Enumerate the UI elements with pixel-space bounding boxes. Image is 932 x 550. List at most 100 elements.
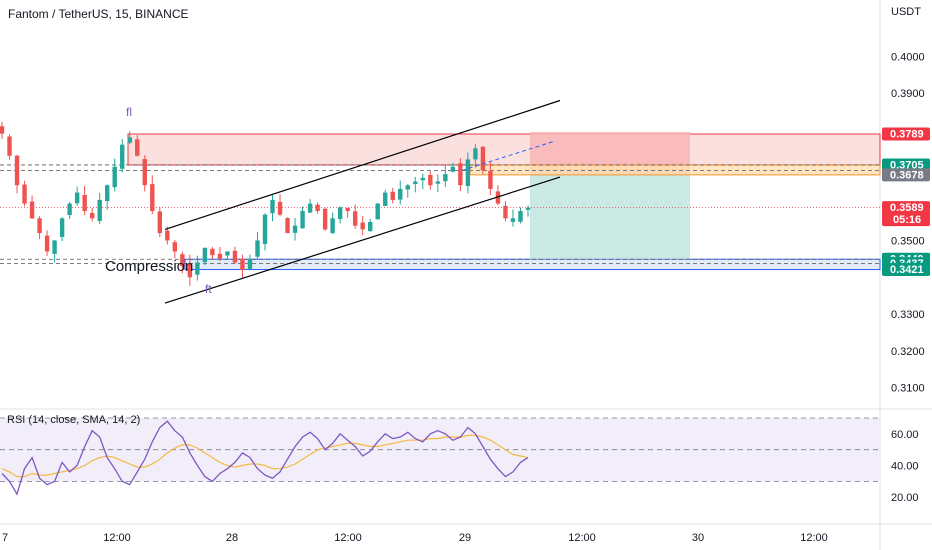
candle-body xyxy=(74,192,80,204)
price-axis-tick: 0.3100 xyxy=(891,383,925,395)
candle-body xyxy=(180,254,185,267)
price-axis-tick: 0.4000 xyxy=(891,51,925,63)
candle-body xyxy=(262,214,268,244)
candle-body xyxy=(465,159,471,186)
candle-body xyxy=(22,184,27,204)
annotation-compression: Compression xyxy=(105,258,193,275)
candle-body xyxy=(202,247,208,263)
candle-body xyxy=(360,222,365,230)
candle-body xyxy=(398,188,403,200)
price-axis-unit: USDT xyxy=(891,6,921,18)
time-axis-tick: 12:00 xyxy=(800,532,828,544)
rsi-ma-line xyxy=(1,434,529,478)
candle-body xyxy=(292,225,298,233)
candle-body xyxy=(7,136,12,156)
candle-body xyxy=(59,218,65,237)
candle-body xyxy=(14,155,20,186)
time-axis-tick: 12:00 xyxy=(103,532,131,544)
candle-body xyxy=(435,181,441,184)
candle-body xyxy=(488,170,493,189)
supply-zone xyxy=(127,133,881,166)
candle-body xyxy=(105,185,110,202)
projection-line xyxy=(461,140,556,171)
candle-body xyxy=(44,235,50,252)
candle-body xyxy=(285,218,290,234)
price-axis-tick: 0.3200 xyxy=(891,346,925,358)
candle-body xyxy=(458,163,463,186)
candle-body xyxy=(480,146,486,171)
candle-body xyxy=(187,263,193,278)
candle-body xyxy=(420,177,425,181)
candle-body xyxy=(390,191,395,200)
channel-lower-line xyxy=(164,176,561,304)
position-target-zone xyxy=(530,174,690,260)
price-axis-tick: 0.3500 xyxy=(891,235,925,247)
candle-body xyxy=(127,137,132,143)
candle-body xyxy=(352,211,358,226)
symbol-title: Fantom / TetherUS, 15, BINANCE xyxy=(8,7,189,21)
candle-body xyxy=(277,201,283,215)
candle-body xyxy=(240,258,245,270)
candle-body xyxy=(247,258,253,270)
annotation-ft: ft xyxy=(205,282,212,296)
price-tag xyxy=(882,168,930,182)
price-tag-label: 0.3589 xyxy=(890,202,924,214)
candle-body xyxy=(375,203,380,220)
candle-body xyxy=(255,240,260,257)
price-tag-label: 0.3789 xyxy=(890,129,924,141)
price-tag-countdown: 05:16 xyxy=(893,214,921,226)
candle-body xyxy=(165,230,170,241)
annotation-fl: fl xyxy=(126,105,132,119)
candle-body xyxy=(495,191,501,204)
candle-body xyxy=(225,251,230,256)
rsi-indicator-label[interactable]: RSI (14, close, SMA, 14, 2) xyxy=(7,414,141,426)
price-tag xyxy=(882,201,930,227)
rsi-axis-tick: 20.00 xyxy=(891,492,919,504)
candle-body xyxy=(142,159,147,186)
candle-body xyxy=(322,208,328,230)
candle-body xyxy=(330,218,335,234)
time-axis-tick: 29 xyxy=(459,532,471,544)
candle-body xyxy=(413,181,418,185)
rsi-axis-tick: 60.00 xyxy=(891,429,919,441)
time-axis-tick: 12:00 xyxy=(334,532,362,544)
price-tag-label: 0.3421 xyxy=(890,264,924,276)
candle-body xyxy=(210,248,215,256)
candle-body xyxy=(97,199,102,221)
candle-body xyxy=(510,218,516,222)
candle-body xyxy=(473,148,478,160)
candle-body xyxy=(518,210,523,222)
price-axis-tick: 0.3900 xyxy=(891,88,925,100)
price-tag xyxy=(882,127,930,141)
entry-band xyxy=(469,164,881,176)
candle-body xyxy=(503,205,508,219)
candle-body xyxy=(217,253,223,259)
candle-body xyxy=(368,222,373,232)
price-tag-label: 0.3678 xyxy=(890,169,924,181)
rsi-line xyxy=(1,420,529,496)
candle-body xyxy=(428,174,433,186)
candle-body xyxy=(29,201,35,219)
candle-body xyxy=(89,212,95,219)
time-axis-tick: 12:00 xyxy=(568,532,596,544)
candle-body xyxy=(232,250,238,263)
demand-zone xyxy=(184,258,881,271)
candle-body xyxy=(525,207,531,210)
candle-body xyxy=(112,166,117,188)
price-axis-tick: 0.3300 xyxy=(891,309,925,321)
candle-body xyxy=(345,207,350,211)
price-tag xyxy=(882,263,930,277)
candle-body xyxy=(315,204,320,211)
candle-body xyxy=(383,192,388,206)
time-axis-tick: 28 xyxy=(226,532,238,544)
candle-body xyxy=(300,210,305,229)
candle-body xyxy=(307,203,313,213)
candle-body xyxy=(37,218,42,234)
candle-body xyxy=(0,126,5,134)
candle-body xyxy=(82,194,87,211)
candle-body xyxy=(157,211,162,234)
candle-body xyxy=(195,262,200,275)
candle-body xyxy=(172,242,178,252)
candle-body xyxy=(443,174,448,182)
